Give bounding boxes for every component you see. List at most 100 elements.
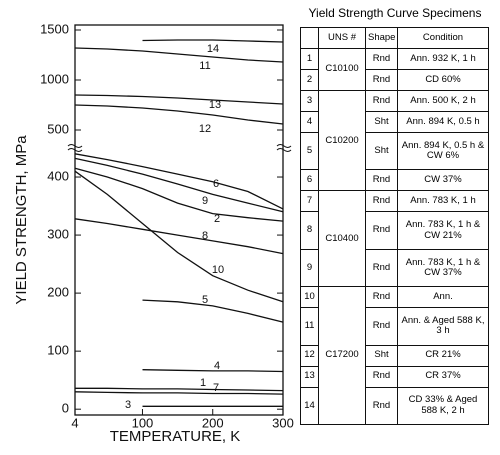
y-tick-label: 100 <box>47 343 69 358</box>
x-axis-label: TEMPERATURE, K <box>110 428 241 445</box>
shape-cell: Rnd <box>365 69 398 92</box>
curve-label: 6 <box>213 178 219 190</box>
condition-cell: Ann. 783 K, 1 h & CW 37% <box>397 248 489 288</box>
condition-cell: Ann. 894 K, 0.5 h & CW 6% <box>397 132 489 171</box>
shape-cell: Rnd <box>365 386 398 426</box>
shape-cell: Rnd <box>365 190 398 213</box>
header-cell <box>300 26 319 50</box>
number-cell: 3 <box>300 90 319 113</box>
curve <box>74 167 284 222</box>
condition-cell: CD 60% <box>397 69 489 92</box>
table-title: Yield Strength Curve Specimens <box>308 6 482 20</box>
row: 2 Rnd CD 60% <box>300 69 489 92</box>
curve <box>74 94 284 105</box>
number-cell: 2 <box>300 69 319 92</box>
row: 4 Sht Ann. 894 K, 0.5 h <box>300 111 489 134</box>
x-tick-label: 100 <box>132 415 154 430</box>
y-axis-label: YIELD STRENGTH, MPa <box>13 135 30 305</box>
specimen-table: UNS # Shape Condition 1 C10100 Rnd Ann. 932 K,… <box>300 26 489 426</box>
y-tick-label: 0 <box>62 401 69 416</box>
shape-cell: Rnd <box>365 211 398 250</box>
curve <box>74 104 284 125</box>
condition-cell: Ann. 783 K, 1 h <box>397 190 489 213</box>
uns-cell: C10400 <box>318 190 366 288</box>
curve <box>74 153 284 210</box>
plot-frame <box>74 24 284 416</box>
curve <box>74 218 284 255</box>
condition-cell: Ann. 894 K, 0.5 h <box>397 111 489 134</box>
row: 5 Sht Ann. 894 K, 0.5 h & CW 6% <box>300 132 489 171</box>
header-cell: UNS # <box>318 26 366 50</box>
curve-label: 12 <box>199 123 211 135</box>
shape-cell: Rnd <box>365 90 398 113</box>
curve-label: 2 <box>214 213 220 225</box>
number-cell: 7 <box>300 190 319 213</box>
curve <box>74 47 284 63</box>
number-cell: 10 <box>300 286 319 309</box>
number-cell: 5 <box>300 132 319 171</box>
shape-cell: Sht <box>365 132 398 171</box>
header-cell: Shape <box>365 26 398 50</box>
y-tick-label: 300 <box>47 227 69 242</box>
y-tick-label: 200 <box>47 285 69 300</box>
row: 6 Rnd CW 37% <box>300 169 489 192</box>
uns-cell: C10200 <box>318 90 366 192</box>
row: 8 Rnd Ann. 783 K, 1 h & CW 21% <box>300 211 489 250</box>
shape-cell: Sht <box>365 111 398 134</box>
number-cell: 4 <box>300 111 319 134</box>
y-tick-label: 1000 <box>40 71 69 86</box>
number-cell: 12 <box>300 344 319 367</box>
chart: TEMPERATURE, K YIELD STRENGTH, MPa 500 10… <box>13 21 294 445</box>
curve-label: 9 <box>202 195 208 207</box>
curve <box>74 391 284 395</box>
uns-cell: C17200 <box>318 286 366 425</box>
curve-label: 14 <box>207 43 219 55</box>
break-right <box>276 144 292 152</box>
axis-break <box>67 144 292 152</box>
curve <box>74 170 284 303</box>
condition-cell: Ann. & Aged 588 K, 3 h <box>397 307 489 346</box>
curve-label: 11 <box>199 60 210 72</box>
curve-label: 8 <box>202 230 208 242</box>
y-tick-label: 500 <box>47 121 69 136</box>
number-cell: 8 <box>300 211 319 250</box>
y-tick-label: 400 <box>47 168 69 183</box>
curve-label: 4 <box>214 360 220 372</box>
y-tick-label: 1500 <box>40 21 69 36</box>
curve-label: 7 <box>213 382 219 394</box>
row: 12 Sht CR 21% <box>300 344 489 367</box>
number-cell: 1 <box>300 48 319 71</box>
shape-cell: Rnd <box>365 365 398 388</box>
x-tick-label: 300 <box>272 415 294 430</box>
break-left <box>67 144 83 152</box>
number-cell: 9 <box>300 248 319 288</box>
condition-cell: CR 37% <box>397 365 489 388</box>
shape-cell: Rnd <box>365 48 398 71</box>
curve-label: 5 <box>202 294 208 306</box>
curve-label: 3 <box>125 399 131 411</box>
row: 10 C17200 Rnd Ann. <box>300 286 489 425</box>
row: 11 Rnd Ann. & Aged 588 K, 3 h <box>300 307 489 346</box>
row: 14 Rnd CD 33% & Aged 588 K, 2 h <box>300 386 489 426</box>
x-tick-label: 200 <box>202 415 224 430</box>
curve-label: 10 <box>212 264 224 276</box>
number-cell: 13 <box>300 365 319 388</box>
shape-cell: Rnd <box>365 169 398 192</box>
curve <box>75 387 284 392</box>
curve <box>142 299 284 323</box>
header-cell: Condition <box>397 26 489 50</box>
curve <box>142 39 284 43</box>
row: 7 C10400 Rnd Ann. 783 K, 1 h <box>300 190 489 288</box>
curve <box>74 157 284 213</box>
shape-cell: Rnd <box>365 286 398 309</box>
condition-cell: CD 33% & Aged 588 K, 2 h <box>397 386 489 426</box>
x-tick-label: 4 <box>71 415 78 430</box>
number-cell: 14 <box>300 386 319 426</box>
row: 1 C10100 Rnd Ann. 932 K, 1 h <box>300 48 489 92</box>
uns-cell: C10100 <box>318 48 366 92</box>
shape-cell: Rnd <box>365 248 398 288</box>
condition-cell: Ann. 783 K, 1 h & CW 21% <box>397 211 489 250</box>
number-cell: 6 <box>300 169 319 192</box>
condition-cell: Ann. 500 K, 2 h <box>397 90 489 113</box>
